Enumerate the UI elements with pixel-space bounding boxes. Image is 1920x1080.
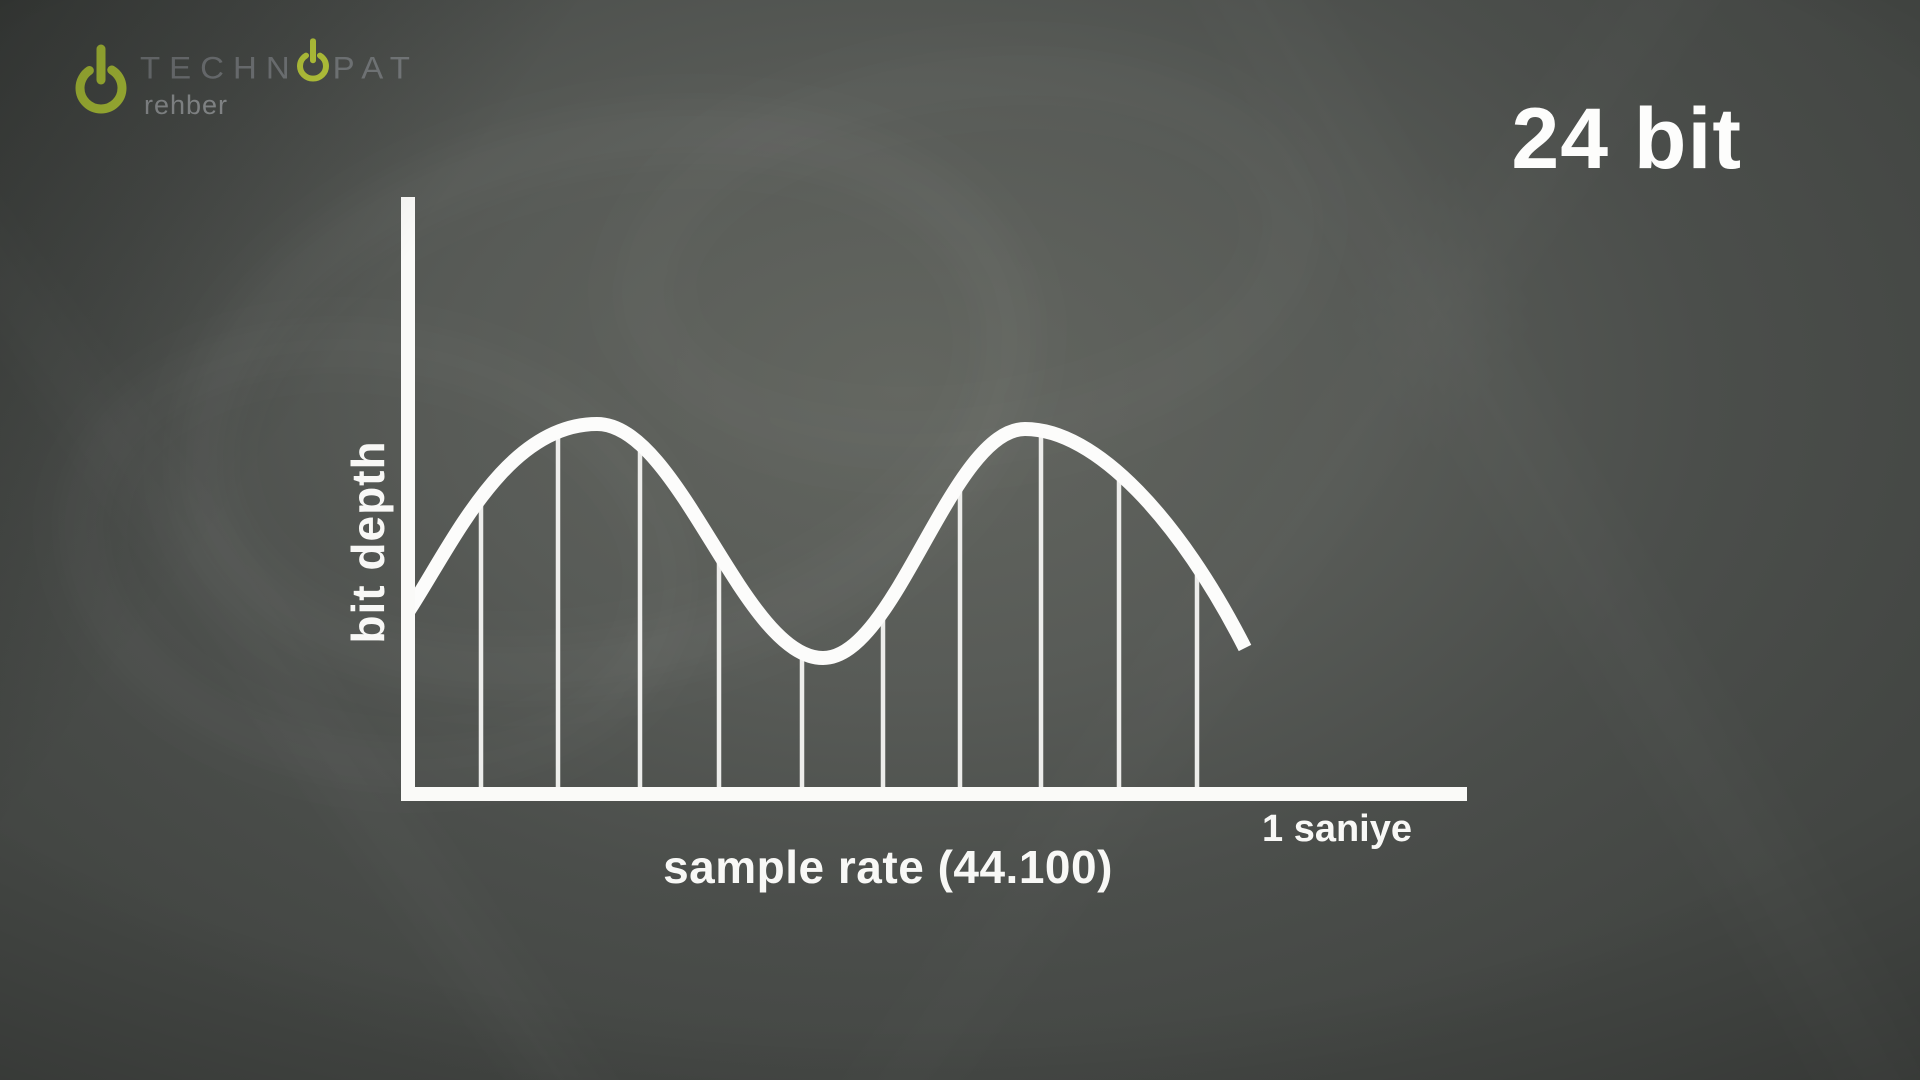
logo-subtitle: rehber	[144, 90, 229, 120]
logo-wordmark-suffix: PAT	[332, 49, 419, 86]
page-title: 24 bit	[1511, 91, 1742, 187]
x-axis	[401, 787, 1467, 801]
technopat-logo: TECHN PAT rehber	[72, 38, 419, 121]
x-axis-label: sample rate (44.100)	[663, 841, 1113, 893]
logo-wordmark: TECHN PAT	[140, 38, 419, 91]
power-icon	[72, 44, 130, 119]
logo-wordmark-prefix: TECHN	[140, 49, 299, 86]
x-axis-end-label: 1 saniye	[1262, 808, 1412, 850]
y-axis	[401, 197, 415, 801]
logo-text: TECHN PAT rehber	[140, 38, 419, 121]
y-axis-label: bit depth	[342, 440, 394, 644]
power-icon-small	[295, 38, 331, 90]
analog-wave	[402, 416, 1252, 666]
